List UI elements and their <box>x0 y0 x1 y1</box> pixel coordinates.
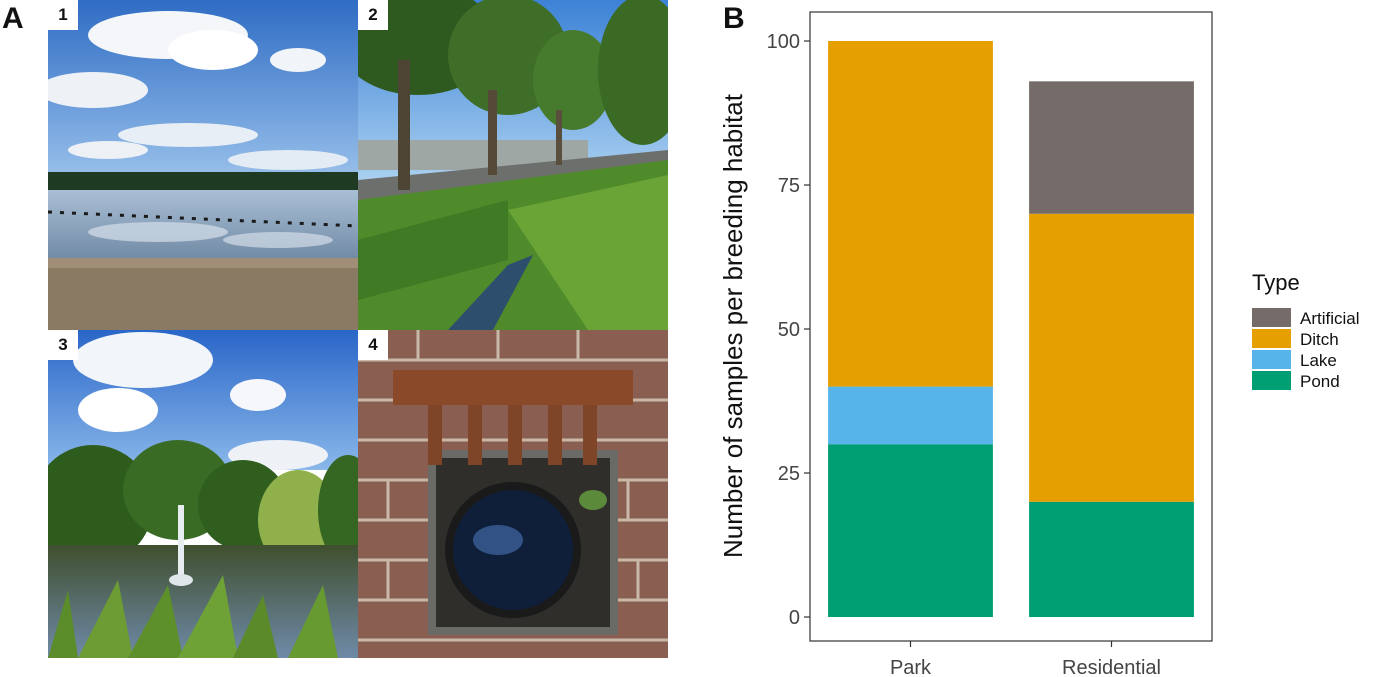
bar-residential-ditch <box>1029 213 1194 502</box>
x-axis: Park Residential <box>890 641 1161 677</box>
y-tick-label-25: 25 <box>778 463 800 485</box>
bar-park-ditch <box>828 41 993 387</box>
legend-label-lake: Lake <box>1300 351 1337 370</box>
y-axis: 0 25 50 75 100 <box>767 31 810 629</box>
bar-park-pond <box>828 444 993 617</box>
legend-label-artificial: Artificial <box>1300 309 1360 328</box>
legend-label-ditch: Ditch <box>1300 330 1339 349</box>
bar-park-lake <box>828 386 993 445</box>
bar-residential-pond <box>1029 501 1194 617</box>
legend-label-pond: Pond <box>1300 372 1340 391</box>
panel-label-b: B <box>723 2 745 35</box>
photo-lake-beach: 1 <box>48 0 358 330</box>
photo-number-1: 1 <box>48 0 78 30</box>
bars-layer <box>828 41 1194 617</box>
panel-label-a: A <box>2 2 24 35</box>
stacked-bar-chart: 0 25 50 75 100 Park Residential Number of sam… <box>718 11 1360 677</box>
photo-number-3: 3 <box>48 330 78 360</box>
y-tick-label-0: 0 <box>789 607 800 629</box>
photo-number-4: 4 <box>358 330 388 360</box>
legend-key-pond <box>1252 371 1291 390</box>
x-tick-label-residential: Residential <box>1062 657 1161 677</box>
photo-street-drain: 4 <box>358 330 668 658</box>
legend-key-lake <box>1252 350 1291 369</box>
y-tick-label-50: 50 <box>778 319 800 341</box>
photo-roadside-ditch: 2 <box>358 0 668 330</box>
photo-number-2: 2 <box>358 0 388 30</box>
x-tick-label-park: Park <box>890 657 932 677</box>
bar-residential-artificial <box>1029 81 1194 214</box>
legend-key-artificial <box>1252 308 1291 327</box>
y-tick-label-75: 75 <box>778 175 800 197</box>
legend-key-ditch <box>1252 329 1291 348</box>
legend-title: Type <box>1252 270 1300 295</box>
y-tick-label-100: 100 <box>767 31 800 53</box>
y-axis-title: Number of samples per breeding habitat <box>718 93 748 558</box>
legend: Type Artificial Ditch Lake Pond <box>1252 270 1360 391</box>
photo-park-pond: 3 <box>48 330 358 658</box>
